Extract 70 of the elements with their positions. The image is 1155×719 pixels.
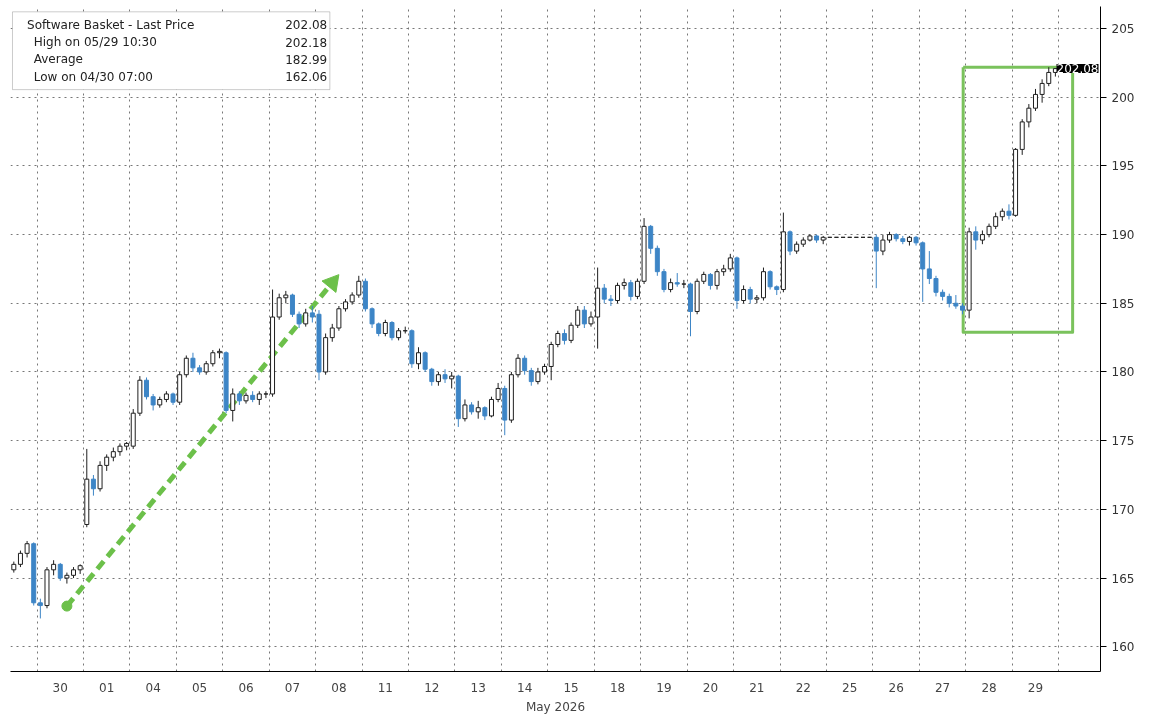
y-tick-label: 200 (1111, 90, 1135, 105)
annotation: 202.08 (285, 18, 328, 33)
candlestick (90, 474, 96, 497)
x-tick-label: 04 (145, 680, 161, 695)
y-tick-label: 195 (1111, 159, 1135, 174)
y-tick-label: 180 (1111, 365, 1135, 380)
y-tick-label: 170 (1111, 502, 1135, 517)
candlestick (522, 354, 528, 376)
candlestick (581, 305, 587, 329)
candlestick (873, 234, 879, 289)
candlestick (356, 275, 362, 299)
x-tick-label: 30 (52, 680, 68, 695)
candlestick (263, 390, 269, 399)
y-tick-label: 175 (1111, 434, 1135, 449)
annotation: Average (33, 52, 83, 67)
candlestick (416, 346, 421, 370)
candlestick (973, 225, 979, 251)
x-tick-label: 28 (981, 680, 997, 695)
candlestick (628, 279, 634, 302)
annotation: 202.18 (285, 35, 328, 50)
annotation: 182.99 (285, 52, 328, 67)
x-tick-label: 01 (99, 680, 115, 695)
x-tick-label: 21 (749, 680, 765, 695)
x-tick-label: 05 (191, 680, 208, 695)
x-tick-label: 15 (563, 680, 579, 695)
y-tick-label: 205 (1111, 21, 1135, 36)
y-tick-label: 185 (1111, 296, 1135, 311)
x-tick-label: 14 (517, 680, 533, 695)
x-tick-label: 25 (842, 680, 858, 695)
candlestick (37, 598, 43, 619)
x-tick-label: 08 (331, 680, 347, 695)
candlestick (1006, 203, 1012, 220)
x-tick-label: 27 (934, 680, 951, 695)
candlestick (243, 392, 249, 405)
x-tick-label: 26 (888, 680, 904, 695)
x-tick-label: 20 (702, 680, 719, 695)
annotation: 162.06 (285, 70, 328, 85)
annotation: 202.08 (1056, 62, 1099, 77)
x-tick-label: 11 (377, 680, 393, 695)
candlestick (1032, 88, 1038, 112)
candlestick (462, 398, 468, 422)
x-tick-label: 22 (795, 680, 811, 695)
annotation: High on 05/29 10:30 (33, 35, 157, 50)
candlestick (336, 305, 342, 332)
candlestick (615, 282, 621, 304)
candlestick (648, 224, 654, 255)
candlestick (1026, 103, 1032, 128)
y-tick-label: 160 (1111, 640, 1135, 655)
candlestick (230, 387, 236, 422)
y-tick-label: 165 (1111, 571, 1135, 586)
candlestick (183, 354, 189, 378)
annotation: Low on 04/30 07:00 (33, 69, 153, 84)
x-axis-title: May 2026 (525, 699, 586, 714)
x-tick-label: 06 (238, 680, 254, 695)
candlestick (634, 278, 640, 300)
candlestick (787, 229, 793, 256)
candlestick (442, 368, 448, 384)
x-tick-label: 13 (470, 680, 486, 695)
y-tick-label: 190 (1111, 228, 1135, 243)
x-tick-label: 29 (1027, 680, 1044, 695)
candlestick (495, 382, 501, 403)
x-tick-label: 18 (609, 680, 626, 695)
candlestick (681, 279, 687, 289)
x-tick-label: 07 (284, 680, 301, 695)
annotation: Software Basket - Last Price (27, 17, 195, 32)
candlestick (422, 350, 428, 373)
x-tick-label: 19 (656, 680, 672, 695)
candlestick (144, 376, 149, 400)
candlestick (389, 320, 395, 341)
x-tick-label: 12 (424, 680, 440, 695)
